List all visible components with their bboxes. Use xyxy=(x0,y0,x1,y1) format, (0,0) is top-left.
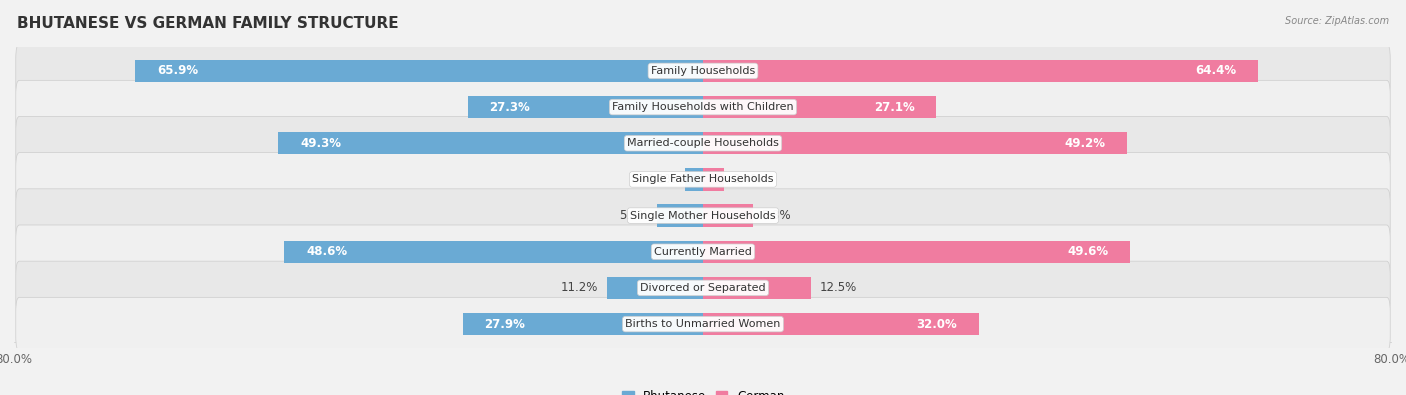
Bar xyxy=(703,204,754,227)
FancyBboxPatch shape xyxy=(15,117,1391,170)
Text: Family Households with Children: Family Households with Children xyxy=(612,102,794,112)
Text: 49.6%: 49.6% xyxy=(1067,245,1108,258)
FancyBboxPatch shape xyxy=(15,44,1391,98)
Text: 5.8%: 5.8% xyxy=(762,209,792,222)
Text: 27.1%: 27.1% xyxy=(875,101,915,114)
Text: Divorced or Separated: Divorced or Separated xyxy=(640,283,766,293)
Text: Currently Married: Currently Married xyxy=(654,247,752,257)
Text: 27.9%: 27.9% xyxy=(484,318,524,331)
Text: Births to Unmarried Women: Births to Unmarried Women xyxy=(626,319,780,329)
Bar xyxy=(658,204,703,227)
FancyBboxPatch shape xyxy=(15,225,1391,278)
Bar xyxy=(703,60,1257,82)
Text: 5.3%: 5.3% xyxy=(619,209,648,222)
Text: Married-couple Households: Married-couple Households xyxy=(627,138,779,148)
Text: 49.3%: 49.3% xyxy=(299,137,342,150)
Bar xyxy=(284,241,703,263)
Text: 65.9%: 65.9% xyxy=(157,64,198,77)
Bar xyxy=(703,313,979,335)
Bar xyxy=(468,96,703,118)
Text: 12.5%: 12.5% xyxy=(820,281,856,294)
Text: 49.2%: 49.2% xyxy=(1064,137,1105,150)
Text: 32.0%: 32.0% xyxy=(917,318,957,331)
Text: BHUTANESE VS GERMAN FAMILY STRUCTURE: BHUTANESE VS GERMAN FAMILY STRUCTURE xyxy=(17,16,398,31)
Bar xyxy=(703,96,936,118)
Text: Single Father Households: Single Father Households xyxy=(633,175,773,184)
Bar xyxy=(135,60,703,82)
Bar xyxy=(703,132,1126,154)
Text: 48.6%: 48.6% xyxy=(307,245,347,258)
Bar xyxy=(278,132,703,154)
Bar xyxy=(703,277,811,299)
FancyBboxPatch shape xyxy=(15,261,1391,315)
Bar xyxy=(703,241,1130,263)
Text: 2.4%: 2.4% xyxy=(733,173,762,186)
Bar xyxy=(606,277,703,299)
Text: 27.3%: 27.3% xyxy=(489,101,530,114)
Bar xyxy=(685,168,703,191)
Bar xyxy=(463,313,703,335)
Text: Family Households: Family Households xyxy=(651,66,755,76)
FancyBboxPatch shape xyxy=(15,189,1391,243)
Text: Source: ZipAtlas.com: Source: ZipAtlas.com xyxy=(1285,16,1389,26)
Legend: Bhutanese, German: Bhutanese, German xyxy=(617,385,789,395)
Text: 11.2%: 11.2% xyxy=(561,281,598,294)
FancyBboxPatch shape xyxy=(15,297,1391,351)
Text: 64.4%: 64.4% xyxy=(1195,64,1236,77)
Text: Single Mother Households: Single Mother Households xyxy=(630,211,776,220)
Bar xyxy=(703,168,724,191)
FancyBboxPatch shape xyxy=(15,80,1391,134)
Text: 2.1%: 2.1% xyxy=(647,173,676,186)
FancyBboxPatch shape xyxy=(15,152,1391,206)
